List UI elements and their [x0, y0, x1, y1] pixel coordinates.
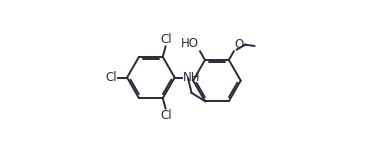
Text: Cl: Cl — [161, 109, 172, 122]
Text: NH: NH — [183, 71, 201, 84]
Text: HO: HO — [181, 37, 199, 50]
Text: Cl: Cl — [105, 71, 117, 84]
Text: Cl: Cl — [161, 33, 172, 46]
Text: O: O — [234, 38, 244, 51]
